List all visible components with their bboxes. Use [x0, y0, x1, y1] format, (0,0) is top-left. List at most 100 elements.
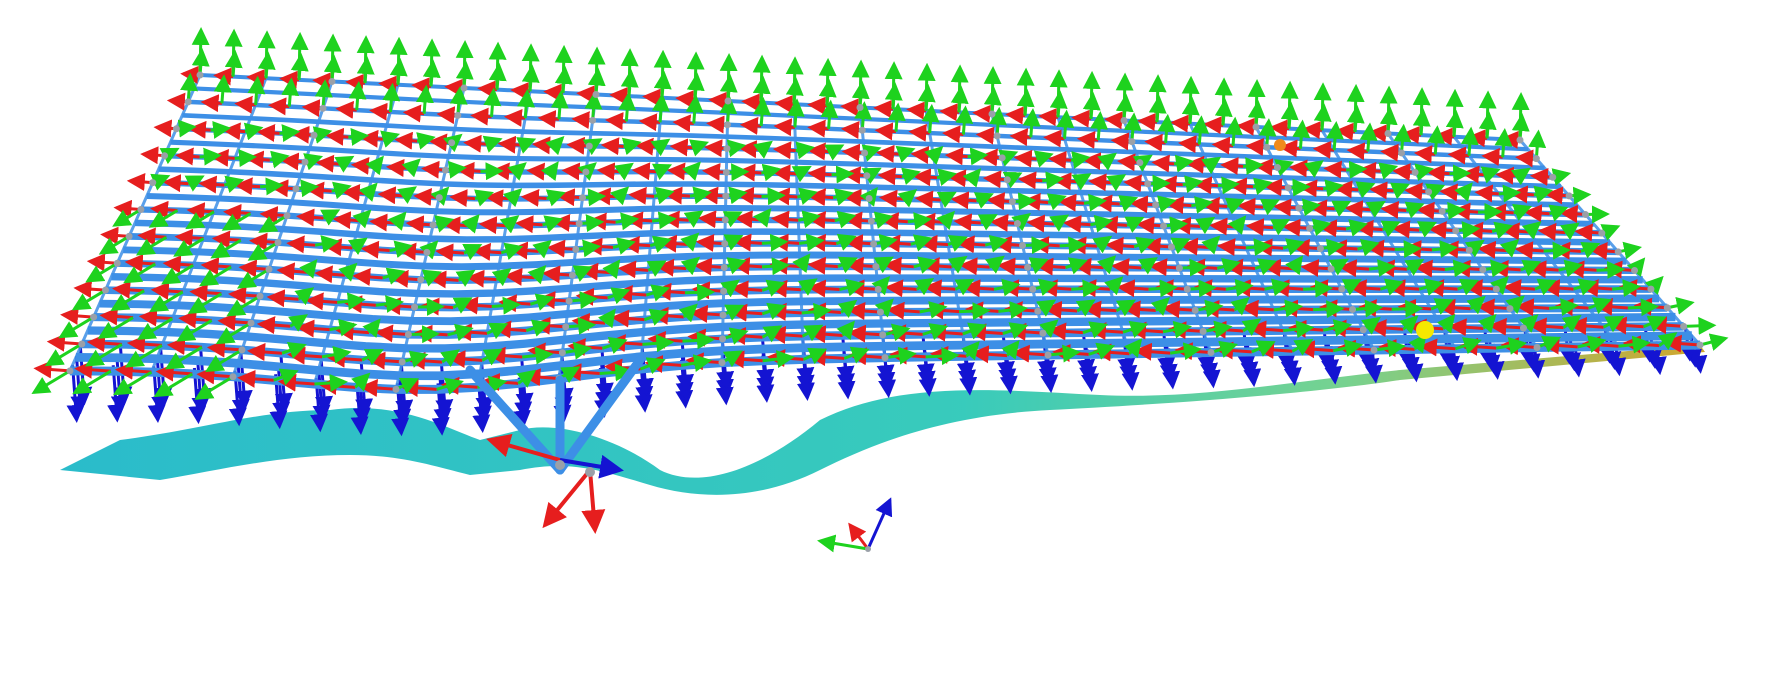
node-dot-icon[interactable]	[429, 221, 437, 229]
node-dot-icon[interactable]	[863, 172, 871, 180]
node-dot-icon[interactable]	[113, 259, 121, 267]
node-dot-icon[interactable]	[867, 217, 875, 225]
node-dot-icon[interactable]	[1207, 349, 1215, 356]
node-dot-icon[interactable]	[283, 212, 291, 220]
node-dot-icon[interactable]	[579, 194, 587, 202]
node-dot-icon[interactable]	[1384, 130, 1392, 137]
node-dot-icon[interactable]	[1631, 266, 1639, 274]
node-dot-icon[interactable]	[1532, 155, 1540, 163]
node-dot-icon[interactable]	[1338, 285, 1346, 293]
node-dot-icon[interactable]	[1284, 184, 1292, 192]
node-dot-icon[interactable]	[137, 205, 145, 213]
node-dot-icon[interactable]	[1167, 243, 1175, 251]
node-dot-icon[interactable]	[1128, 138, 1136, 146]
node-dot-icon[interactable]	[125, 232, 133, 240]
node-dot-icon[interactable]	[881, 354, 889, 362]
node-dot-icon[interactable]	[585, 142, 593, 150]
node-dot-icon[interactable]	[1183, 285, 1191, 293]
node-dot-icon[interactable]	[988, 110, 996, 118]
orange-marker[interactable]	[1274, 139, 1286, 151]
node-dot-icon[interactable]	[879, 331, 887, 339]
node-dot-icon[interactable]	[292, 185, 300, 193]
node-dot-icon[interactable]	[1199, 327, 1207, 335]
node-dot-icon[interactable]	[435, 194, 443, 202]
node-dot-icon[interactable]	[876, 308, 884, 316]
node-dot-icon[interactable]	[319, 104, 327, 112]
node-dot-icon[interactable]	[565, 297, 573, 305]
node-dot-icon[interactable]	[1024, 263, 1032, 271]
node-dot-icon[interactable]	[872, 263, 880, 271]
node-dot-icon[interactable]	[441, 166, 449, 174]
node-dot-icon[interactable]	[861, 149, 869, 157]
node-dot-icon[interactable]	[78, 340, 86, 348]
node-dot-icon[interactable]	[1425, 188, 1433, 196]
node-dot-icon[interactable]	[1598, 229, 1606, 237]
node-dot-icon[interactable]	[562, 323, 570, 331]
node-dot-icon[interactable]	[720, 287, 728, 295]
node-dot-icon[interactable]	[1019, 241, 1027, 249]
node-dot-icon[interactable]	[1438, 207, 1446, 215]
node-dot-icon[interactable]	[265, 265, 273, 273]
node-dot-icon[interactable]	[724, 97, 732, 105]
node-dot-icon[interactable]	[149, 179, 157, 187]
node-dot-icon[interactable]	[1306, 224, 1314, 232]
yellow-marker[interactable]	[1416, 321, 1434, 339]
node-dot-icon[interactable]	[310, 131, 318, 139]
node-dot-icon[interactable]	[229, 373, 237, 381]
node-dot-icon[interactable]	[392, 385, 400, 393]
node-dot-icon[interactable]	[1533, 344, 1541, 351]
node-dot-icon[interactable]	[238, 346, 246, 354]
node-dot-icon[interactable]	[721, 240, 729, 248]
node-dot-icon[interactable]	[1295, 204, 1303, 212]
node-dot-icon[interactable]	[66, 367, 74, 375]
node-dot-icon[interactable]	[558, 349, 566, 357]
node-dot-icon[interactable]	[998, 154, 1006, 162]
node-dot-icon[interactable]	[423, 248, 431, 256]
node-dot-icon[interactable]	[1263, 143, 1271, 151]
node-dot-icon[interactable]	[448, 139, 456, 147]
node-dot-icon[interactable]	[870, 240, 878, 248]
node-dot-icon[interactable]	[1160, 222, 1168, 230]
node-dot-icon[interactable]	[993, 132, 1001, 140]
node-dot-icon[interactable]	[1370, 346, 1378, 354]
node-dot-icon[interactable]	[1175, 264, 1183, 272]
node-dot-icon[interactable]	[460, 84, 468, 92]
node-dot-icon[interactable]	[161, 152, 169, 160]
node-dot-icon[interactable]	[1479, 266, 1487, 274]
node-dot-icon[interactable]	[1273, 164, 1281, 172]
node-dot-icon[interactable]	[1152, 201, 1160, 209]
node-dot-icon[interactable]	[589, 116, 597, 124]
node-dot-icon[interactable]	[865, 194, 873, 202]
node-dot-icon[interactable]	[572, 245, 580, 253]
node-dot-icon[interactable]	[718, 359, 726, 367]
node-dot-icon[interactable]	[1663, 304, 1671, 312]
node-dot-icon[interactable]	[1013, 220, 1021, 228]
node-dot-icon[interactable]	[1452, 227, 1460, 235]
node-dot-icon[interactable]	[404, 331, 412, 339]
node-dot-icon[interactable]	[1411, 168, 1419, 176]
node-dot-icon[interactable]	[1252, 123, 1260, 131]
node-dot-icon[interactable]	[196, 71, 204, 79]
node-dot-icon[interactable]	[1465, 246, 1473, 254]
node-dot-icon[interactable]	[1506, 305, 1514, 313]
node-dot-icon[interactable]	[1359, 326, 1367, 334]
node-dot-icon[interactable]	[1039, 329, 1047, 337]
node-dot-icon[interactable]	[568, 271, 576, 279]
node-dot-icon[interactable]	[856, 104, 864, 111]
node-dot-icon[interactable]	[1492, 285, 1500, 293]
node-dot-icon[interactable]	[722, 192, 730, 200]
node-dot-icon[interactable]	[1516, 136, 1524, 144]
node-dot-icon[interactable]	[1696, 341, 1704, 349]
node-dot-icon[interactable]	[1044, 351, 1052, 359]
node-dot-icon[interactable]	[184, 98, 192, 106]
node-dot-icon[interactable]	[858, 126, 866, 134]
node-dot-icon[interactable]	[274, 239, 282, 247]
node-dot-icon[interactable]	[1120, 117, 1128, 124]
node-dot-icon[interactable]	[1519, 324, 1527, 332]
node-dot-icon[interactable]	[417, 276, 425, 284]
node-dot-icon[interactable]	[720, 263, 728, 271]
node-dot-icon[interactable]	[1008, 198, 1016, 206]
node-dot-icon[interactable]	[1565, 192, 1573, 200]
